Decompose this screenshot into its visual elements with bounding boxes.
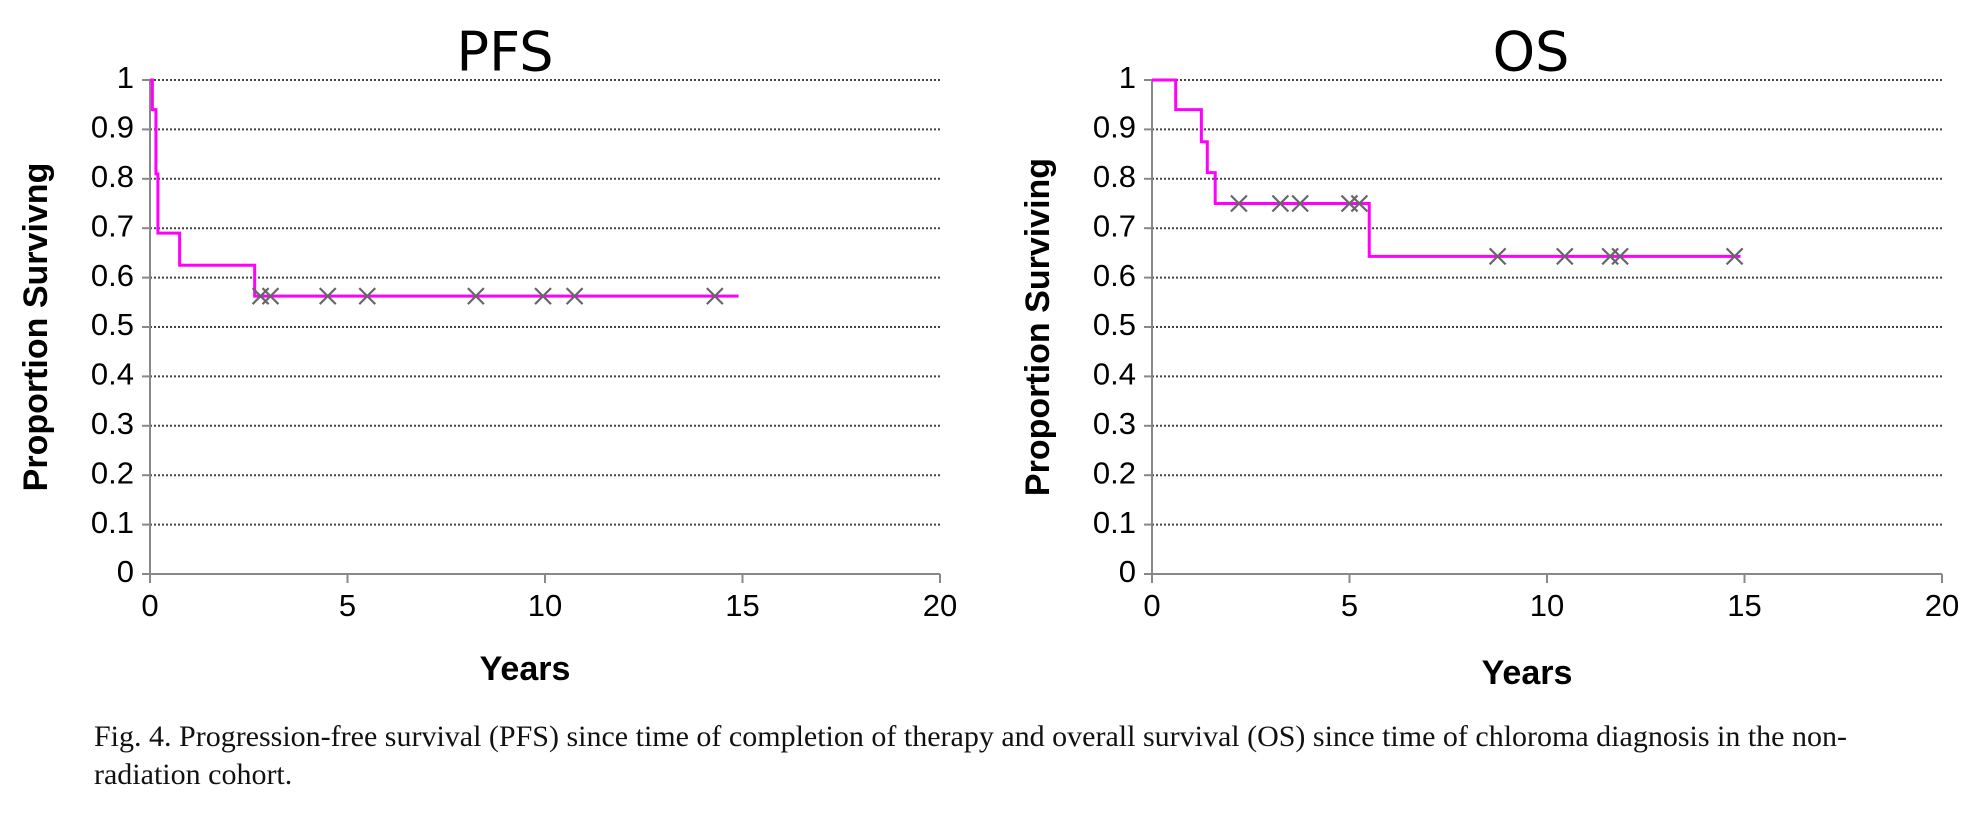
chart2-censor-mark: [1488, 247, 1507, 266]
chart1-y-tick-label: 0: [117, 554, 134, 589]
chart1-y-tick-label: 0.4: [91, 357, 134, 392]
chart2-x-tick-label: 20: [1925, 588, 1959, 623]
chart1-censor-mark: [467, 287, 485, 305]
chart1-x-tick-label: 20: [923, 588, 957, 623]
chart2-survival-line: [1152, 78, 1741, 258]
chart2-x-tick-label: 10: [1530, 588, 1564, 623]
chart2-censor-mark: [1271, 194, 1290, 213]
chart1-y-tick-label: 0.9: [91, 110, 134, 145]
chart1-y-tick-label: 0.1: [91, 505, 134, 540]
chart2-title: OS: [1493, 21, 1570, 84]
chart1-x-axis-title: Years: [480, 650, 571, 688]
chart2-y-tick-label: 0.5: [1093, 307, 1136, 342]
chart1-y-tick-label: 0.5: [91, 307, 134, 342]
chart1-x-tick-label: 15: [725, 588, 759, 623]
chart2-censor-mark: [1230, 194, 1248, 213]
chart1-y-tick-label: 0.3: [91, 406, 134, 441]
chart1-y-tick-label: 0.8: [91, 159, 134, 194]
chart2-censor-mark: [1291, 194, 1309, 213]
chart2-x-tick-label: 0: [1143, 588, 1160, 623]
chart2-y-tick-label: 0.3: [1093, 406, 1136, 441]
chart2-y-axis-title: Proportion Surviving: [1019, 158, 1057, 496]
chart1-censor-mark: [358, 287, 377, 305]
chart1-y-axis-title: Proportion Survivng: [17, 163, 55, 492]
chart1-censor-mark: [318, 287, 337, 305]
chart1-x-tick-label: 10: [528, 588, 562, 623]
chart2-y-tick-label: 0.9: [1093, 110, 1136, 145]
chart1-y-tick-label: 0.2: [91, 455, 134, 490]
chart2-x-tick-label: 15: [1727, 588, 1761, 623]
chart1-title: PFS: [457, 21, 554, 84]
chart2-censor-mark: [1725, 247, 1744, 266]
chart1-x-tick-label: 0: [141, 588, 158, 623]
chart2-y-tick-label: 0.1: [1093, 505, 1136, 540]
chart1-x-tick-label: 5: [339, 588, 356, 623]
chart2-y-tick-label: 0.4: [1093, 357, 1136, 392]
chart2-y-tick-label: 0.7: [1093, 208, 1136, 243]
chart1-censor-mark: [261, 287, 280, 305]
figure-caption: Fig. 4. Progression-free survival (PFS) …: [94, 720, 1847, 791]
chart1-censor-mark: [565, 287, 584, 305]
chart1-censor-mark: [706, 287, 724, 305]
chart2-x-axis-title: Years: [1482, 654, 1573, 692]
chart2-censor-mark: [1350, 194, 1369, 213]
chart2-censor-mark: [1556, 247, 1574, 266]
chart2-censor-mark: [1611, 247, 1629, 266]
chart1-y-tick-label: 0.6: [91, 258, 134, 293]
chart2-y-tick-label: 0.8: [1093, 159, 1136, 194]
chart1-y-tick-label: 0.7: [91, 208, 134, 243]
chart1-censor-mark: [534, 287, 552, 305]
chart2-y-tick-label: 0.6: [1093, 258, 1136, 293]
chart1-y-tick-label: 1: [117, 60, 134, 95]
chart2-y-tick-label: 0.2: [1093, 455, 1136, 490]
chart2-x-tick-label: 5: [1341, 588, 1358, 623]
chart2-y-tick-label: 1: [1119, 60, 1136, 95]
chart1-survival-line: [150, 78, 739, 298]
chart2-y-tick-label: 0: [1119, 554, 1136, 589]
